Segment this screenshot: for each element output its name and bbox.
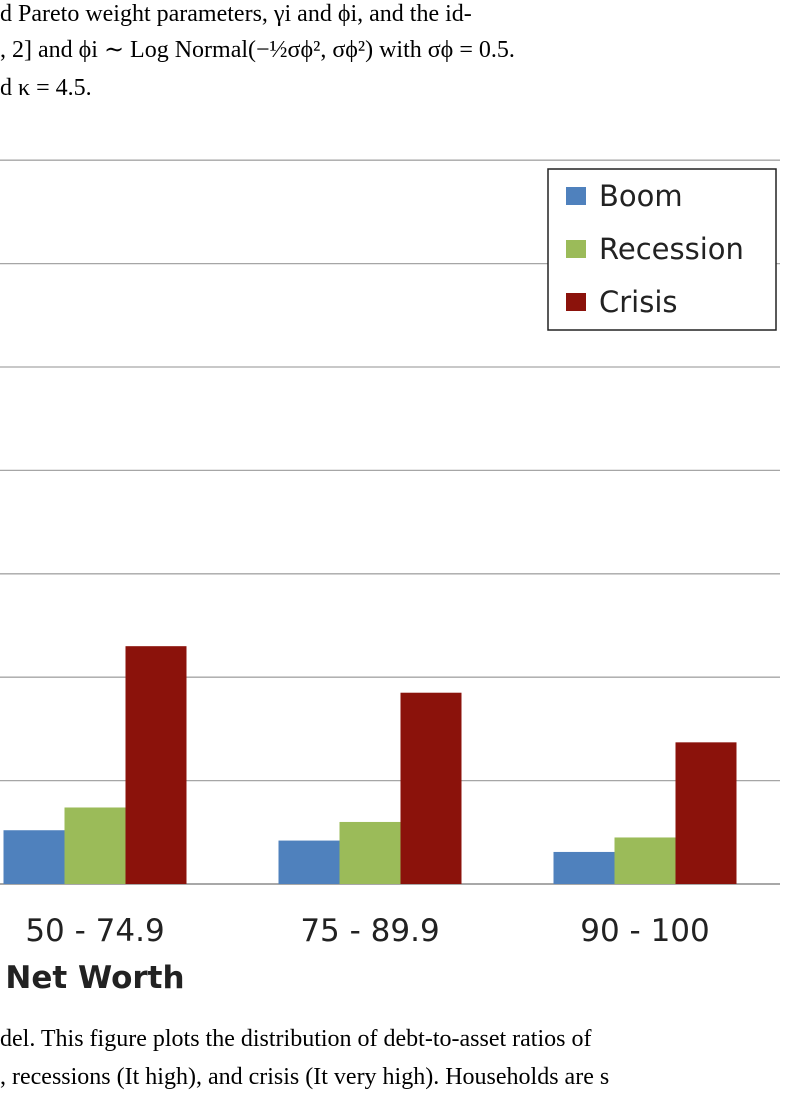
caption-top-line-2: , 2] and ϕi ∼ Log Normal(−½σϕ², σϕ²) wit… bbox=[0, 37, 515, 63]
legend: Boom Recession Crisis bbox=[547, 168, 777, 331]
legend-swatch-boom bbox=[566, 187, 586, 205]
caption-bottom-line-1: del. This figure plots the distribution … bbox=[0, 1026, 592, 1052]
bar-crisis bbox=[125, 646, 187, 884]
bar-crisis bbox=[400, 692, 462, 884]
x-tick-labels: 50 - 74.9 75 - 89.9 90 - 100 bbox=[25, 913, 709, 949]
legend-label-crisis: Crisis bbox=[599, 285, 678, 319]
bar-crisis bbox=[675, 742, 737, 884]
x-tick-label: 90 - 100 bbox=[580, 913, 710, 949]
bar-recession bbox=[614, 837, 676, 884]
legend-swatch-crisis bbox=[566, 293, 586, 311]
bar-recession bbox=[339, 821, 401, 884]
x-tick-label: 75 - 89.9 bbox=[300, 913, 439, 949]
caption-top-line-3: d κ = 4.5. bbox=[0, 75, 92, 101]
caption-top-line-1: d Pareto weight parameters, γi and ϕi, a… bbox=[0, 1, 472, 27]
bars bbox=[3, 646, 737, 884]
bar-recession bbox=[64, 807, 126, 884]
legend-label-boom: Boom bbox=[599, 179, 683, 213]
bar-boom bbox=[278, 840, 340, 884]
legend-label-recession: Recession bbox=[599, 232, 744, 266]
caption-bottom-line-2: , recessions (It high), and crisis (It v… bbox=[0, 1064, 610, 1090]
bar-boom bbox=[3, 830, 65, 884]
x-tick-label: 50 - 74.9 bbox=[25, 913, 164, 949]
x-axis-title: Net Worth bbox=[5, 960, 184, 996]
bar-boom bbox=[553, 851, 615, 884]
legend-swatch-recession bbox=[566, 240, 586, 258]
